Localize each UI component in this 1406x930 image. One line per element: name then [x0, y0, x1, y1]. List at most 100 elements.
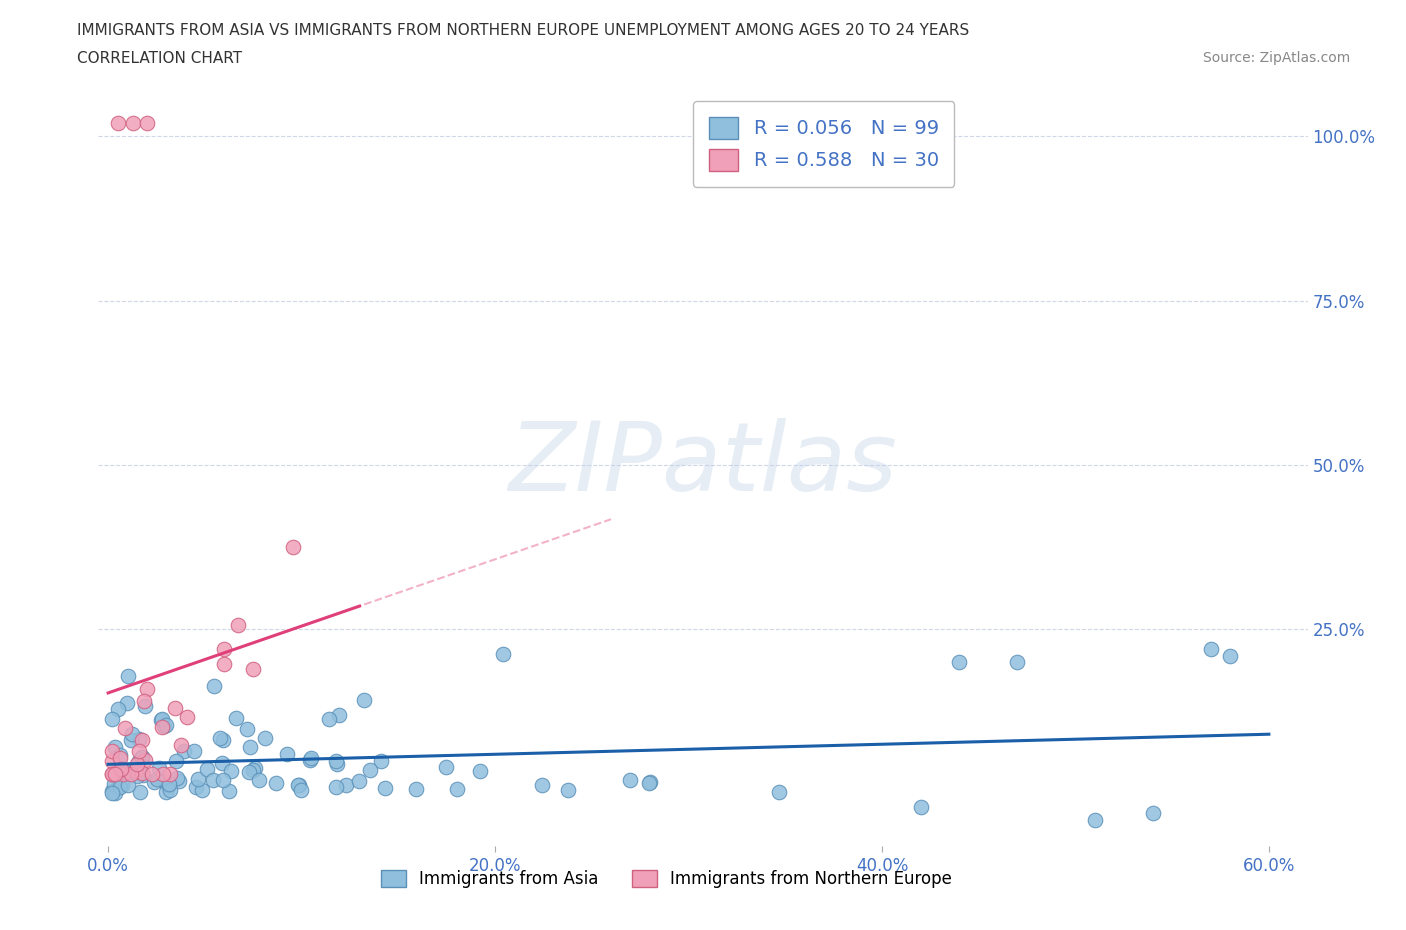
Point [637, 776, 659, 790]
Point [112, 766, 135, 781]
Point [276, 747, 298, 762]
Point [531, 777, 554, 792]
Point [108, 748, 131, 763]
Point [103, 777, 125, 791]
Point [211, 755, 233, 770]
Point [1084, 813, 1107, 828]
Point [281, 539, 304, 554]
Point [124, 763, 146, 777]
Point [135, 115, 157, 130]
Point [1007, 655, 1029, 670]
Point [159, 766, 181, 781]
Point [212, 641, 235, 656]
Point [287, 777, 309, 792]
Point [127, 756, 149, 771]
Point [1199, 642, 1222, 657]
Point [557, 782, 579, 797]
Point [153, 719, 176, 734]
Point [125, 764, 148, 778]
Point [225, 711, 247, 725]
Point [1142, 806, 1164, 821]
Point [492, 646, 515, 661]
Point [236, 722, 259, 737]
Point [165, 753, 187, 768]
Point [117, 777, 139, 792]
Point [299, 752, 322, 767]
Point [374, 780, 396, 795]
Point [446, 781, 468, 796]
Point [148, 761, 170, 776]
Point [202, 773, 225, 788]
Point [110, 761, 132, 776]
Point [111, 777, 134, 792]
Point [108, 751, 131, 765]
Point [191, 782, 214, 797]
Point [326, 757, 349, 772]
Point [120, 766, 142, 781]
Point [165, 700, 187, 715]
Point [155, 785, 177, 800]
Point [187, 771, 209, 786]
Point [155, 717, 177, 732]
Point [243, 761, 266, 776]
Point [150, 713, 173, 728]
Point [122, 115, 145, 130]
Point [131, 750, 153, 764]
Point [134, 699, 156, 714]
Point [117, 669, 139, 684]
Point [131, 765, 153, 780]
Point [152, 766, 174, 781]
Point [214, 657, 236, 671]
Point [359, 763, 381, 777]
Point [150, 711, 173, 726]
Point [112, 763, 135, 777]
Point [141, 766, 163, 781]
Point [107, 778, 129, 793]
Point [128, 743, 150, 758]
Point [226, 618, 249, 632]
Point [287, 777, 309, 792]
Point [115, 696, 138, 711]
Point [131, 732, 153, 747]
Point [347, 774, 370, 789]
Point [239, 740, 262, 755]
Point [167, 774, 190, 789]
Point [125, 768, 148, 783]
Point [166, 770, 188, 785]
Point [128, 753, 150, 768]
Point [183, 744, 205, 759]
Point [640, 775, 662, 790]
Point [150, 720, 173, 735]
Point [290, 783, 312, 798]
Point [353, 692, 375, 707]
Point [114, 720, 136, 735]
Point [104, 739, 127, 754]
Point [468, 764, 491, 778]
Point [208, 730, 231, 745]
Point [131, 768, 153, 783]
Point [104, 786, 127, 801]
Point [328, 708, 350, 723]
Point [121, 727, 143, 742]
Point [910, 800, 932, 815]
Point [948, 655, 970, 670]
Point [146, 771, 169, 786]
Point [242, 661, 264, 676]
Point [325, 780, 347, 795]
Point [104, 766, 127, 781]
Point [434, 760, 457, 775]
Point [128, 732, 150, 747]
Point [768, 785, 790, 800]
Point [247, 773, 270, 788]
Text: ZIPatlas: ZIPatlas [509, 418, 897, 512]
Point [131, 749, 153, 764]
Point [153, 774, 176, 789]
Point [619, 773, 641, 788]
Point [107, 115, 129, 130]
Point [242, 763, 264, 777]
Point [335, 777, 357, 792]
Point [108, 779, 131, 794]
Point [1219, 648, 1241, 663]
Point [405, 781, 427, 796]
Point [170, 737, 193, 752]
